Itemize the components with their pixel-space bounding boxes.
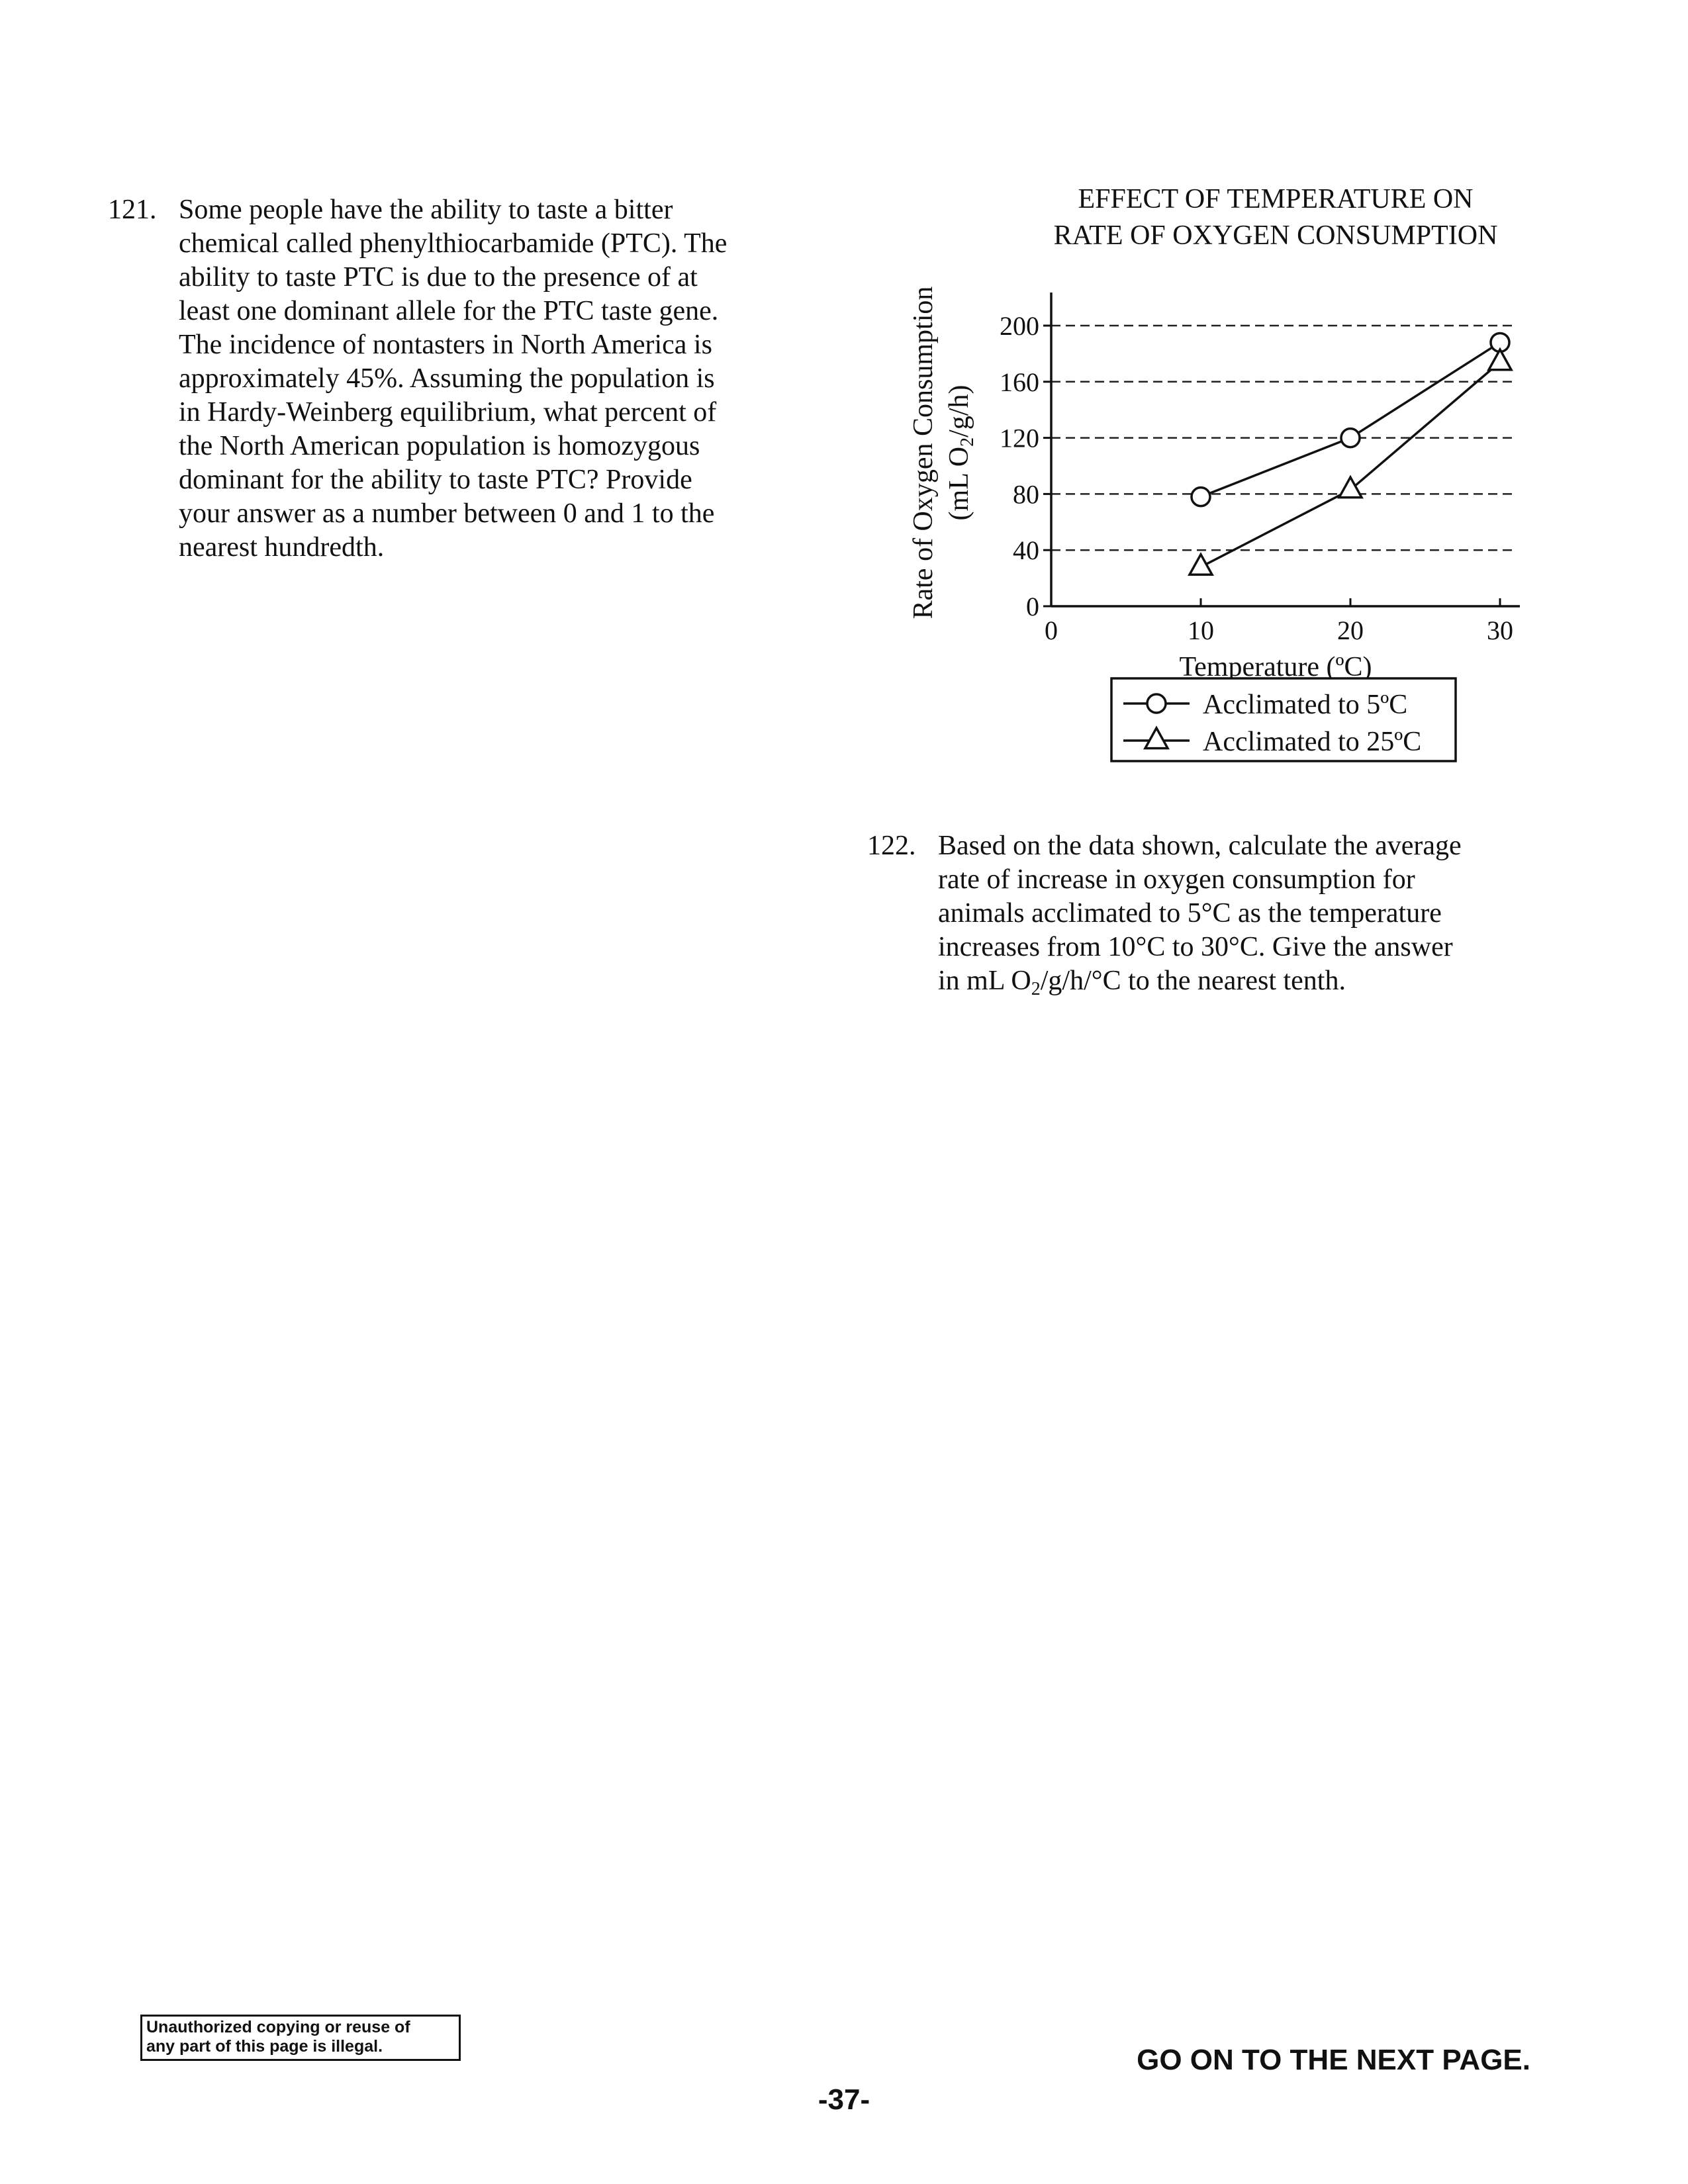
question-line: The incidence of nontasters in North Ame… [179,330,712,360]
unit-text: /g/h/°C to the nearest tenth. [1040,966,1346,996]
data-point-triangle [1487,347,1513,371]
question-line: your answer as a number between 0 and 1 … [179,498,715,529]
question-121: 121. Some people have the ability to tas… [108,193,727,565]
notice-line: Unauthorized copying or reuse of [146,2018,410,2036]
unit-subscript: 2 [1031,979,1041,999]
legend-circle-icon [1146,693,1167,714]
series-line-triangle [1200,361,1501,569]
data-point-circle [1190,486,1211,508]
y-axis-label: (mL O2/g/h) [944,385,978,521]
chart-title-line: RATE OF OXYGEN CONSUMPTION [1054,220,1498,251]
y-tick-label: 40 [1013,535,1039,565]
question-line: ability to taste PTC is due to the prese… [179,262,698,293]
question-line: dominant for the ability to taste PTC? P… [179,465,692,495]
x-tick-label: 30 [1487,615,1513,645]
chart-title-line: EFFECT OF TEMPERATURE ON [1078,184,1473,214]
legend-label: Acclimated to 25ºC [1203,727,1421,757]
data-point-triangle [1337,475,1364,499]
data-point-triangle [1188,552,1214,576]
question-line: rate of increase in oxygen consumption f… [938,864,1415,895]
y-tick-label: 200 [1000,311,1039,341]
question-line: increases from 10°C to 30°C. Give the an… [938,932,1453,962]
question-line: the North American population is homozyg… [179,431,700,461]
question-122: 122. Based on the data shown, calculate … [867,829,1462,999]
question-line: nearest hundredth. [179,532,385,563]
chart-canvas: EFFECT OF TEMPERATURE ON RATE OF OXYGEN C… [908,184,1520,762]
y-tick-label: 160 [1000,367,1039,397]
series-line-circle [1200,341,1501,498]
y-tick-label: 0 [1026,592,1039,621]
question-text: Based on the data shown, calculate the a… [938,829,1462,999]
question-line: in Hardy-Weinberg equilibrium, what perc… [179,397,717,428]
question-number: 121. [108,195,157,225]
y-tick-label: 120 [1000,424,1039,453]
x-tick-label: 20 [1337,615,1364,645]
x-tick-label: 10 [1188,615,1214,645]
y-axis-label: Rate of Oxygen Consumption [908,287,939,619]
data-point-circle [1340,427,1361,449]
question-line: in mL O2/g/h/°C to the nearest tenth. [938,964,1462,999]
legend-box [1110,677,1457,762]
x-tick-label: 0 [1045,615,1058,645]
notice-line: any part of this page is illegal. [146,2037,383,2056]
question-line: chemical called phenylthiocarbamide (PTC… [179,228,727,259]
question-line: least one dominant allele for the PTC ta… [179,296,719,326]
question-line: animals acclimated to 5°C as the tempera… [938,898,1442,929]
y-tick-label: 80 [1013,479,1039,509]
legend-label: Acclimated to 5ºC [1203,690,1407,720]
question-text: Some people have the ability to taste a … [179,193,727,565]
go-on-instruction: GO ON TO THE NEXT PAGE. [1137,2044,1530,2076]
unit-text: in mL O [938,966,1031,996]
oxygen-consumption-chart: EFFECT OF TEMPERATURE ON RATE OF OXYGEN C… [908,184,1549,807]
question-line: Based on the data shown, calculate the a… [938,831,1462,861]
question-line: approximately 45%. Assuming the populati… [179,363,715,394]
page-number: -37- [818,2083,870,2116]
legend-triangle-icon [1143,725,1170,750]
question-line: Some people have the ability to taste a … [179,195,673,225]
copyright-notice: Unauthorized copying or reuse of any par… [140,2015,461,2061]
question-number: 122. [867,831,916,861]
